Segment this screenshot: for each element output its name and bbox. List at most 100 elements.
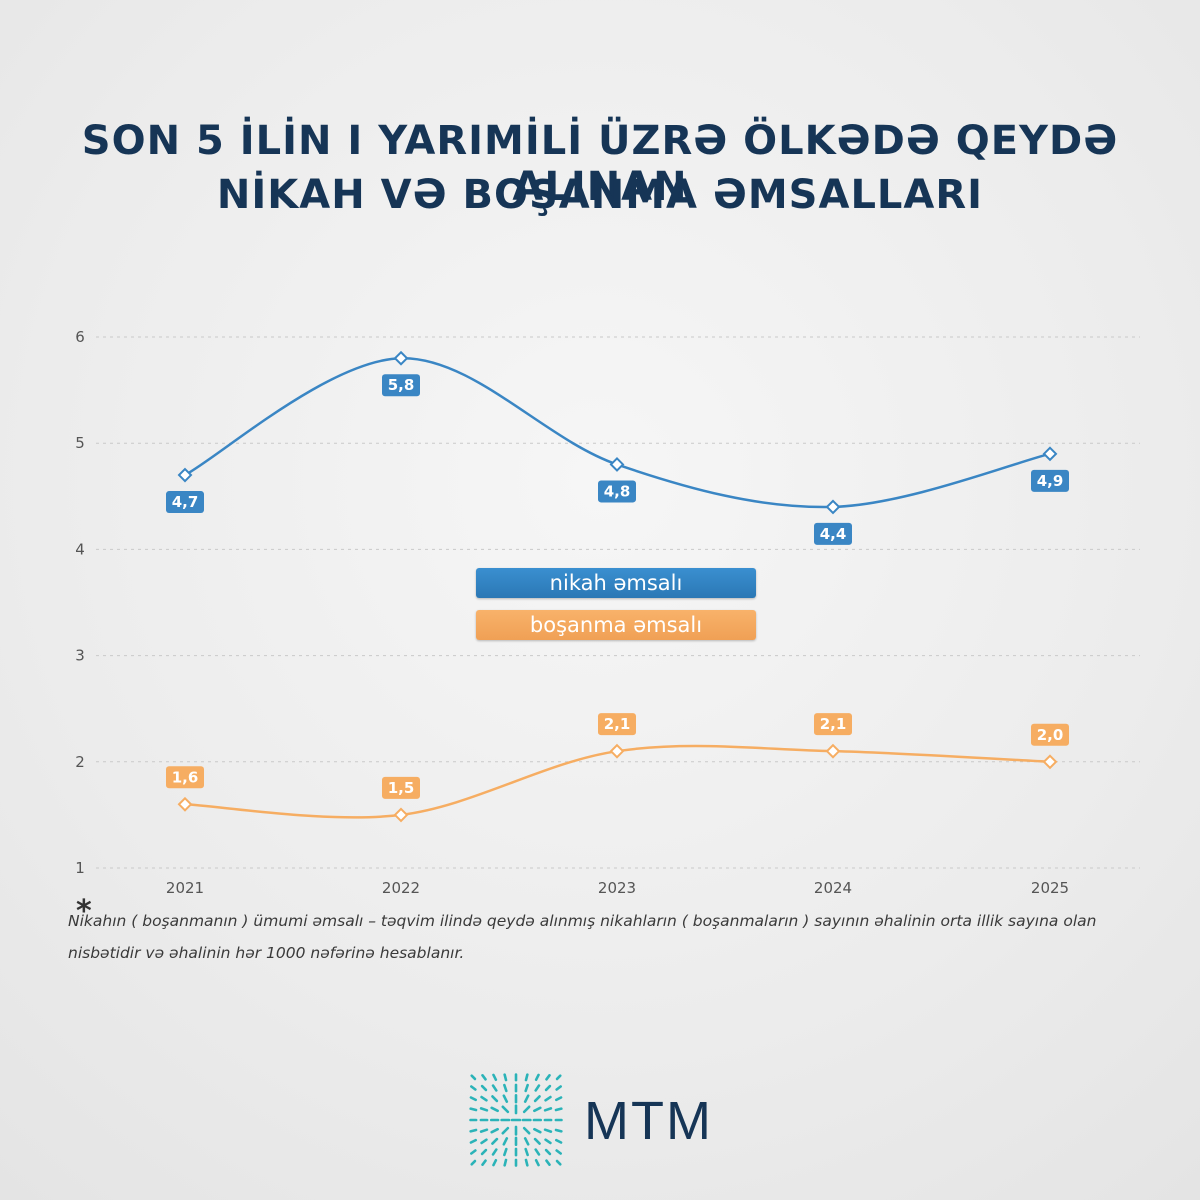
- data-point-marker: [609, 743, 625, 759]
- logo-stroke: [544, 1138, 552, 1145]
- logo-stroke: [533, 1127, 542, 1134]
- logo-stroke: [469, 1138, 478, 1144]
- data-label-box: [1031, 723, 1069, 746]
- logo-stroke: [545, 1159, 551, 1166]
- data-label: 5,8: [388, 376, 415, 394]
- logo-stroke: [534, 1073, 540, 1082]
- data-label-box: [598, 480, 636, 503]
- x-tick-label: 2023: [598, 879, 636, 897]
- logo-stroke: [524, 1158, 529, 1167]
- logo-stroke: [501, 1105, 510, 1114]
- series-line-nikah: [184, 356, 1051, 509]
- logo-stroke: [554, 1128, 563, 1133]
- logo-stroke: [503, 1073, 508, 1082]
- y-tick-label: 1: [75, 859, 85, 877]
- data-point-marker: [825, 743, 841, 759]
- data-label-box: [166, 491, 204, 514]
- logo-stroke: [545, 1074, 551, 1081]
- logo-stroke: [544, 1084, 552, 1092]
- logo-stroke: [469, 1107, 478, 1112]
- logo-stroke: [533, 1137, 541, 1145]
- x-tick-label: 2022: [382, 879, 420, 897]
- logo-stroke: [555, 1074, 562, 1081]
- data-label-box: [814, 713, 852, 736]
- data-label-box: [598, 713, 636, 736]
- logo-stroke: [490, 1127, 499, 1134]
- logo-stroke: [502, 1137, 509, 1146]
- data-label: 1,5: [388, 779, 415, 797]
- logo-stroke: [524, 1073, 529, 1082]
- data-label: 4,9: [1037, 472, 1064, 490]
- data-label-box: [814, 522, 852, 545]
- logo-stroke: [480, 1148, 488, 1156]
- data-point-marker: [393, 807, 409, 823]
- logo-stroke: [479, 1128, 489, 1133]
- logo-stroke: [554, 1107, 563, 1112]
- logo-stroke: [555, 1159, 562, 1166]
- y-tick-label: 4: [75, 540, 85, 558]
- x-tick-label: 2025: [1031, 879, 1069, 897]
- logo-stroke: [501, 1126, 510, 1135]
- data-label: 4,4: [820, 525, 847, 543]
- data-label-box: [1031, 469, 1069, 492]
- mtm-logo-icon: [469, 1073, 563, 1167]
- logo-stroke: [469, 1096, 478, 1102]
- data-point-marker: [825, 499, 841, 515]
- legend-nikah: nikah əmsalı: [476, 568, 756, 598]
- data-label: 2,1: [820, 715, 847, 733]
- data-point-marker: [177, 467, 193, 483]
- data-label: 4,8: [604, 482, 631, 500]
- footnote-marker: *: [76, 894, 92, 929]
- title-line-2: NİKAH VƏ BOŞANMA ƏMSALLARI: [216, 172, 984, 218]
- logo-stroke: [470, 1074, 477, 1081]
- data-point-marker: [1042, 446, 1058, 462]
- logo-stroke: [534, 1084, 541, 1092]
- logo-stroke: [479, 1107, 489, 1112]
- logo-stroke: [524, 1147, 529, 1157]
- y-tick-label: 6: [75, 328, 85, 346]
- logo-stroke: [480, 1138, 488, 1145]
- logo-stroke: [544, 1148, 552, 1156]
- logo-stroke: [554, 1096, 563, 1102]
- data-point-marker: [393, 350, 409, 366]
- logo-stroke: [491, 1084, 498, 1092]
- x-tick-label: 2024: [814, 879, 852, 897]
- logo-stroke: [503, 1083, 508, 1093]
- logo-stroke: [534, 1148, 541, 1156]
- logo-stroke: [491, 1148, 498, 1156]
- logo-stroke: [480, 1084, 488, 1092]
- logo-stroke: [523, 1137, 530, 1146]
- logo-stroke: [502, 1094, 509, 1103]
- data-point-marker: [1042, 754, 1058, 770]
- logo-stroke: [534, 1158, 540, 1167]
- data-label-box: [382, 374, 420, 397]
- logo-stroke: [533, 1106, 542, 1113]
- data-point-marker: [609, 457, 625, 472]
- data-point-marker: [177, 796, 193, 812]
- logo-stroke: [481, 1074, 487, 1081]
- logo-stroke: [470, 1159, 477, 1166]
- logo-stroke: [522, 1126, 531, 1135]
- footnote-text: Nikahın ( boşanmanın ) ümumi əmsalı – tə…: [68, 912, 1097, 962]
- logo-text: MTM: [584, 1091, 713, 1151]
- logo-stroke: [469, 1128, 478, 1133]
- logo-stroke: [543, 1128, 553, 1133]
- logo-stroke: [492, 1158, 498, 1167]
- logo-stroke: [491, 1137, 499, 1145]
- logo-stroke: [503, 1147, 508, 1157]
- logo-stroke: [480, 1095, 488, 1102]
- logo-stroke: [470, 1085, 477, 1091]
- logo-stroke: [555, 1149, 562, 1155]
- y-tick-label: 5: [75, 434, 85, 452]
- data-label: 1,6: [172, 768, 199, 786]
- logo-stroke: [492, 1073, 498, 1082]
- logo-stroke: [481, 1159, 487, 1166]
- logo-stroke: [503, 1158, 508, 1167]
- y-tick-label: 2: [75, 753, 85, 771]
- y-tick-label: 3: [75, 647, 85, 665]
- logo-stroke: [533, 1095, 541, 1103]
- data-label: 4,7: [172, 493, 199, 511]
- logo-stroke: [544, 1095, 552, 1102]
- data-label-box: [382, 776, 420, 799]
